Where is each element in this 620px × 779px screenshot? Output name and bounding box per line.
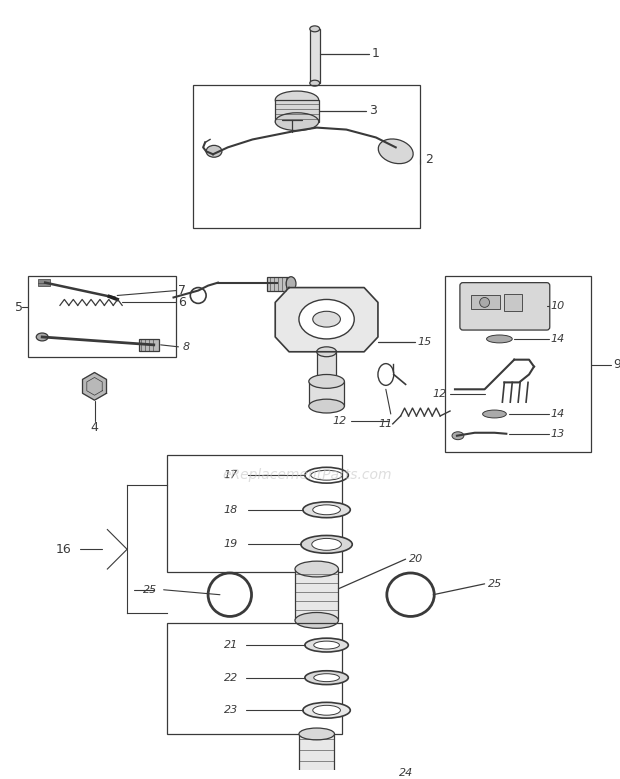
Text: 23: 23	[223, 705, 237, 715]
Text: 1: 1	[372, 47, 380, 60]
Text: 14: 14	[551, 409, 565, 419]
Ellipse shape	[295, 612, 339, 629]
Ellipse shape	[314, 641, 339, 649]
Ellipse shape	[299, 299, 354, 339]
Polygon shape	[82, 372, 107, 400]
Bar	[317, 352, 337, 382]
Bar	[309, 382, 344, 406]
Text: 5: 5	[14, 301, 22, 314]
Text: 15: 15	[417, 337, 432, 347]
Text: 9: 9	[613, 358, 620, 371]
Text: 19: 19	[223, 539, 237, 549]
Text: 20: 20	[409, 554, 423, 564]
Text: 4: 4	[91, 421, 99, 435]
Ellipse shape	[299, 728, 334, 740]
Ellipse shape	[36, 333, 48, 341]
Ellipse shape	[309, 399, 344, 413]
Bar	[275, 100, 319, 122]
Bar	[295, 569, 339, 620]
Text: 16: 16	[56, 543, 72, 555]
Text: eReplacementParts.com: eReplacementParts.com	[222, 468, 392, 482]
Ellipse shape	[303, 502, 350, 518]
Text: 21: 21	[223, 640, 237, 650]
Ellipse shape	[312, 538, 342, 550]
Ellipse shape	[310, 26, 320, 32]
Bar	[471, 295, 500, 309]
Ellipse shape	[378, 139, 413, 164]
Bar	[445, 276, 591, 452]
Text: 7: 7	[179, 284, 187, 297]
Ellipse shape	[482, 410, 507, 418]
Ellipse shape	[303, 703, 350, 718]
Ellipse shape	[487, 335, 512, 343]
Bar	[299, 734, 334, 779]
Text: 13: 13	[551, 428, 565, 439]
Ellipse shape	[305, 671, 348, 685]
Bar	[38, 279, 50, 286]
Ellipse shape	[206, 146, 222, 157]
Bar	[193, 85, 420, 228]
Ellipse shape	[305, 638, 348, 652]
Ellipse shape	[286, 277, 296, 291]
Ellipse shape	[310, 80, 320, 86]
Text: 12: 12	[332, 416, 347, 426]
Bar	[167, 456, 342, 572]
Bar	[139, 339, 159, 351]
Text: 17: 17	[223, 471, 237, 480]
Ellipse shape	[312, 505, 340, 515]
Text: 3: 3	[369, 104, 377, 118]
Ellipse shape	[295, 561, 339, 577]
Ellipse shape	[275, 91, 319, 109]
Text: 6: 6	[179, 296, 187, 309]
Ellipse shape	[309, 375, 344, 388]
Text: 18: 18	[223, 505, 237, 515]
Ellipse shape	[317, 347, 337, 357]
Text: 24: 24	[399, 768, 413, 778]
Text: 25: 25	[487, 579, 502, 589]
Ellipse shape	[480, 298, 490, 308]
Text: 10: 10	[551, 301, 565, 312]
Bar	[267, 277, 291, 291]
Ellipse shape	[301, 535, 352, 553]
Ellipse shape	[452, 432, 464, 439]
Text: 22: 22	[223, 673, 237, 682]
Ellipse shape	[275, 113, 319, 131]
Text: 12: 12	[433, 390, 447, 400]
Text: 11: 11	[379, 419, 393, 429]
Text: 2: 2	[425, 153, 433, 166]
Text: 25: 25	[143, 585, 157, 595]
Bar	[29, 276, 177, 357]
Bar	[167, 623, 342, 734]
Ellipse shape	[312, 705, 340, 715]
Text: 8: 8	[182, 342, 190, 352]
Bar	[504, 294, 522, 312]
Ellipse shape	[314, 674, 339, 682]
FancyBboxPatch shape	[460, 283, 550, 330]
Text: 14: 14	[551, 334, 565, 344]
Ellipse shape	[312, 312, 340, 327]
Polygon shape	[275, 287, 378, 352]
Bar	[310, 29, 320, 83]
